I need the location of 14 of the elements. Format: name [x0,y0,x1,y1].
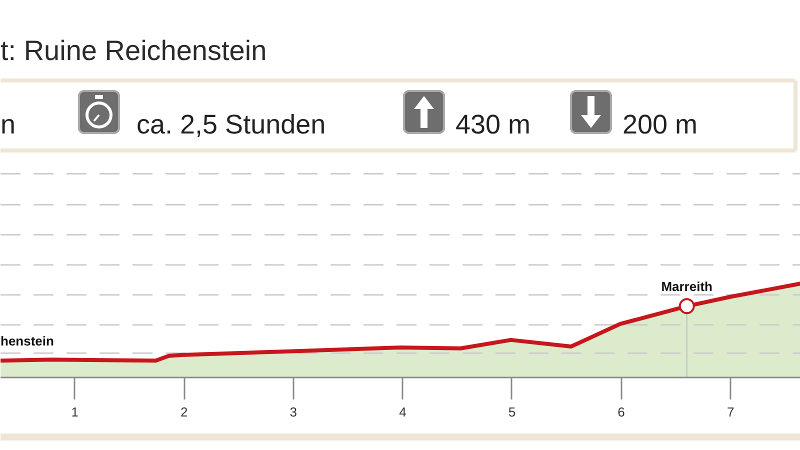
annotation: Marreith [661,279,713,294]
annotation: henstein [0,334,54,349]
x-tick-label: 2 [180,404,188,420]
text: n [0,110,16,140]
text: 200 m [622,110,698,140]
x-tick-label: 6 [618,404,625,420]
x-tick-label: 3 [290,404,298,420]
text: 430 m [456,110,531,140]
text: ca. 2,5 Stunden [136,110,326,140]
chart-title: t: Ruine Reichenstein [0,35,267,66]
x-tick-label: 5 [508,404,516,420]
x-tick-label: 4 [399,404,406,420]
x-tick-label: 1 [71,404,78,420]
x-tick-label: 7 [726,404,734,420]
